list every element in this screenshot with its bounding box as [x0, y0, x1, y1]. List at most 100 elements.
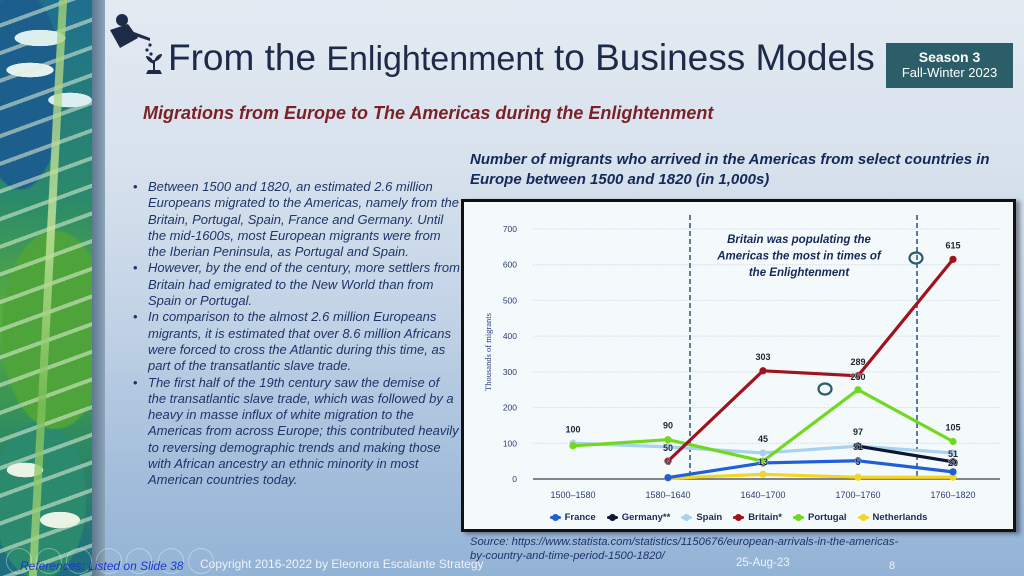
data-point-portugal: [949, 437, 957, 446]
y-tick-label: 0: [512, 474, 517, 484]
data-label: 20: [948, 458, 958, 468]
data-point-spain: [664, 443, 672, 451]
y-tick-label: 200: [503, 403, 517, 413]
series-line-britain: [666, 257, 955, 463]
y-tick-label: 500: [503, 295, 517, 305]
title-part-1: From the: [168, 37, 317, 78]
bullet-item: However, by the end of the century, more…: [130, 260, 460, 309]
legend-item-france[interactable]: France: [549, 512, 596, 523]
data-point-netherlands: [949, 473, 957, 481]
bullet-item: In comparison to the almost 2.6 million …: [130, 309, 460, 374]
pen-tool-icon[interactable]: [66, 548, 92, 574]
legend-label: Portugal: [807, 512, 847, 523]
data-label: 50: [663, 443, 673, 453]
data-point-germany: [854, 442, 862, 450]
data-label: 97: [853, 427, 863, 437]
chart-legend: France Germany** Spain Britain* Portugal Neth…: [464, 512, 1013, 523]
data-point-netherlands: [854, 473, 862, 481]
chart-canvas: 0 100 200 300 400 500 600 700 Thousands of migra…: [483, 215, 1000, 500]
data-point-portugal: [569, 442, 577, 450]
subtitles-icon[interactable]: [158, 548, 184, 574]
legend-item-spain[interactable]: Spain: [681, 512, 722, 523]
legend-marker-icon: [681, 514, 693, 521]
line-chart: 0 100 200 300 400 500 600 700 Thousands of migra…: [461, 199, 1016, 532]
data-label: 13: [758, 457, 768, 467]
bullet-list: Between 1500 and 1820, an estimated 2.6 …: [130, 179, 460, 545]
y-tick-label: 400: [503, 331, 517, 341]
leaf-stem: [28, 0, 68, 576]
x-tick-label: 1700–1760: [835, 490, 880, 500]
legend-marker-icon: [606, 514, 618, 521]
data-point-france: [664, 473, 672, 482]
series-line-france: [666, 459, 955, 480]
legend-item-germany[interactable]: Germany**: [606, 512, 671, 523]
legend-label: France: [564, 512, 596, 523]
zoom-icon[interactable]: [126, 548, 152, 574]
season-badge: Season 3 Fall-Winter 2023: [886, 43, 1013, 88]
data-point-spain: [759, 449, 767, 457]
highlight-circle-icon: [817, 382, 833, 396]
references-link[interactable]: References: Listed on Slide 38: [20, 559, 184, 573]
x-tick-label: 1640–1700: [740, 490, 785, 500]
data-point-spain: [949, 449, 957, 457]
legend-label: Netherlands: [872, 512, 928, 523]
data-point-britain: [664, 457, 672, 465]
data-point-netherlands: [759, 470, 767, 478]
leaf-artwork: [0, 0, 92, 576]
legend-marker-icon: [857, 514, 869, 521]
more-options-icon[interactable]: [188, 548, 214, 574]
data-label: 100: [565, 424, 580, 434]
chart-heading: Number of migrants who arrived in the Am…: [470, 151, 990, 188]
data-label: 105: [945, 423, 960, 433]
next-slide-icon[interactable]: [36, 548, 62, 574]
x-tick-label: 1580–1640: [645, 490, 690, 500]
legend-item-britain[interactable]: Britain*: [733, 512, 782, 523]
data-label: 615: [945, 240, 960, 250]
data-point-portugal: [759, 457, 767, 465]
data-label: 4: [665, 457, 670, 467]
title-part-2: Enlightenment: [326, 40, 544, 78]
data-point-portugal: [854, 386, 862, 394]
x-tick-label: 1500–1580: [550, 490, 595, 500]
data-label: 250: [850, 372, 865, 382]
data-label: 51: [948, 449, 958, 459]
data-point-britain: [759, 367, 767, 375]
data-point-france: [949, 468, 957, 476]
side-band: [92, 0, 105, 576]
data-point-germany: [949, 458, 957, 466]
season-period: Fall-Winter 2023: [901, 65, 998, 80]
data-label: 303: [755, 352, 770, 362]
slide-subtitle: Migrations from Europe to The Americas d…: [143, 103, 714, 123]
legend-item-netherlands[interactable]: Netherlands: [857, 512, 928, 523]
legend-item-portugal[interactable]: Portugal: [792, 512, 847, 523]
source-citation: Source: https://www.statista.com/statist…: [470, 536, 899, 562]
data-label: 45: [758, 434, 768, 444]
x-tick-label: 1760–1820: [930, 490, 975, 500]
y-tick-label: 100: [503, 438, 517, 448]
bullet-item: Between 1500 and 1820, an estimated 2.6 …: [130, 179, 460, 260]
chart-annotation-line: the Enlightenment: [749, 267, 850, 279]
title-part-3: to Business Models: [553, 37, 875, 78]
series-line-germany: [856, 444, 955, 464]
season-number: Season 3: [918, 49, 981, 65]
slide-date: 25-Aug-23: [736, 557, 790, 569]
bullet-item: The first half of the 19th century saw t…: [130, 375, 460, 489]
copyright-text: Copyright 2016-2022 by Eleonora Escalant…: [200, 557, 484, 571]
legend-label: Britain*: [748, 512, 782, 523]
data-label: 51: [853, 442, 863, 452]
y-axis-title: Thousands of migrants: [483, 313, 493, 391]
y-tick-label: 600: [503, 260, 517, 270]
legend-marker-icon: [792, 514, 804, 521]
chart-annotation-line: Britain was populating the: [727, 234, 871, 246]
slide-title: From the Enlightenment to Business Model…: [168, 36, 875, 81]
watering-can-icon: [110, 14, 162, 74]
y-tick-label: 300: [503, 367, 517, 377]
y-tick-label: 700: [503, 224, 517, 234]
data-point-britain: [854, 372, 862, 380]
previous-slide-icon[interactable]: [6, 548, 32, 574]
legend-marker-icon: [733, 514, 745, 521]
legend-label: Germany**: [621, 512, 671, 523]
slides-grid-icon[interactable]: [96, 548, 122, 574]
data-label: 289: [850, 357, 865, 367]
data-point-portugal: [664, 436, 672, 444]
